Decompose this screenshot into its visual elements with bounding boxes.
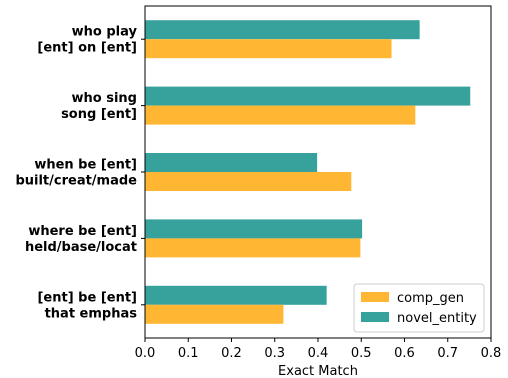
category-label-2-line-0: when be [ent] <box>34 158 137 173</box>
category-label-0-line-0: who play <box>72 25 138 40</box>
x-tick-label-5: 0.5 <box>351 346 372 361</box>
category-label-4-line-1: that emphas <box>45 306 138 321</box>
bar-comp_gen-2 <box>145 172 352 191</box>
bar-novel_entity-1 <box>145 86 471 106</box>
x-tick-label-6: 0.6 <box>394 346 415 361</box>
category-label-1-line-1: song [ent] <box>61 107 137 122</box>
x-tick-label-2: 0.2 <box>221 346 242 361</box>
legend-swatch-comp_gen <box>361 292 389 302</box>
x-tick-label-7: 0.7 <box>437 346 458 361</box>
legend-label-novel_entity: novel_entity <box>397 311 477 326</box>
bar-comp_gen-0 <box>145 39 392 59</box>
x-tick-label-4: 0.4 <box>308 346 329 361</box>
bars-layer <box>145 20 471 324</box>
bar-novel_entity-2 <box>145 153 318 172</box>
legend: comp_gen novel_entity <box>353 283 485 333</box>
x-tick-label-3: 0.3 <box>264 346 285 361</box>
category-label-3-line-0: where be [ent] <box>28 224 137 239</box>
legend-label-comp_gen: comp_gen <box>397 291 464 306</box>
category-label-0-line-1: [ent] on [ent] <box>37 41 137 56</box>
legend-swatch-novel_entity <box>361 312 389 322</box>
category-label-3-line-1: held/base/locat <box>25 240 137 255</box>
bar-novel_entity-0 <box>145 20 420 40</box>
x-axis: 0.0 0.1 0.2 0.3 0.4 0.5 0.6 0.7 0.8 <box>135 338 502 361</box>
bar-comp_gen-1 <box>145 105 416 125</box>
category-label-4-line-0: [ent] be [ent] <box>37 290 137 305</box>
category-label-1-line-0: who sing <box>72 91 137 106</box>
bar-comp_gen-3 <box>145 238 361 258</box>
x-tick-label-1: 0.1 <box>178 346 199 361</box>
x-tick-label-8: 0.8 <box>481 346 502 361</box>
bar-novel_entity-4 <box>145 285 327 305</box>
bar-comp_gen-4 <box>145 304 284 324</box>
category-label-2-line-1: built/creat/made <box>15 174 137 189</box>
bar-novel_entity-3 <box>145 219 363 239</box>
x-tick-label-0: 0.0 <box>135 346 156 361</box>
x-axis-title: Exact Match <box>278 364 358 378</box>
